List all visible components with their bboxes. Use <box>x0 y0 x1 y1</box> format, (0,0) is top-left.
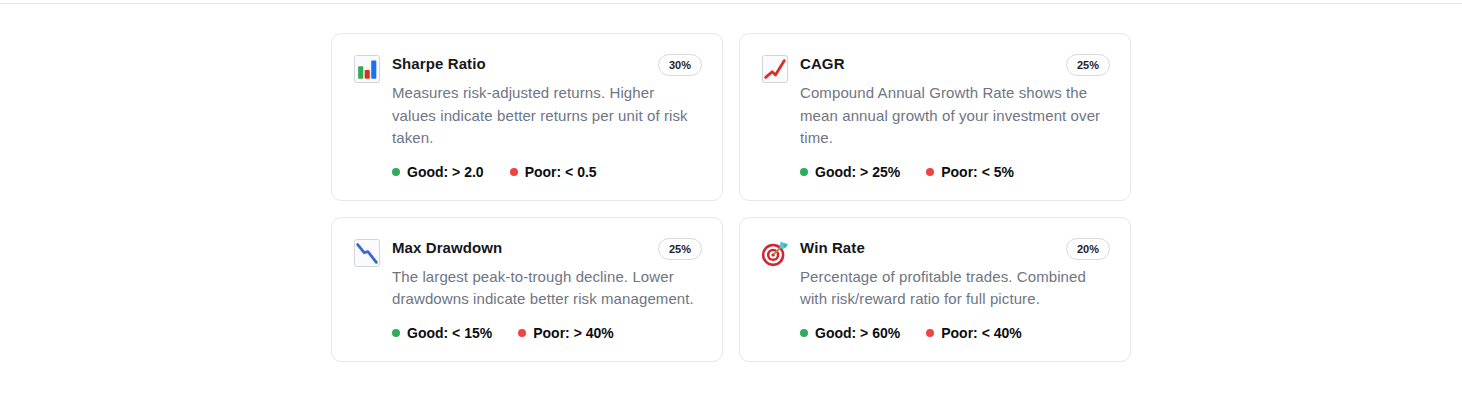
card-header: Win Rate 20% <box>800 238 1110 260</box>
thresholds-row: Good: < 15% Poor: > 40% <box>392 325 702 341</box>
good-threshold: Good: < 15% <box>392 325 492 341</box>
weight-badge: 25% <box>1066 54 1110 76</box>
good-threshold-label: Good: > 60% <box>815 325 900 341</box>
good-dot-icon <box>800 168 808 176</box>
good-dot-icon <box>392 329 400 337</box>
metric-card-win-rate: Win Rate 20% Percentage of profitable tr… <box>739 217 1131 362</box>
thresholds-row: Good: > 2.0 Poor: < 0.5 <box>392 164 702 180</box>
poor-threshold-label: Poor: > 40% <box>533 325 614 341</box>
poor-threshold: Poor: < 0.5 <box>510 164 597 180</box>
card-content: Win Rate 20% Percentage of profitable tr… <box>800 238 1110 341</box>
top-divider <box>0 3 1462 4</box>
poor-dot-icon <box>510 168 518 176</box>
good-threshold-label: Good: > 2.0 <box>407 164 484 180</box>
poor-threshold-label: Poor: < 0.5 <box>525 164 597 180</box>
weight-badge: 20% <box>1066 238 1110 260</box>
card-description: Compound Annual Growth Rate shows the me… <box>800 82 1110 150</box>
bar-chart-icon <box>352 54 382 84</box>
good-threshold-label: Good: < 15% <box>407 325 492 341</box>
card-title: Sharpe Ratio <box>392 54 486 74</box>
thresholds-row: Good: > 25% Poor: < 5% <box>800 164 1110 180</box>
thresholds-row: Good: > 60% Poor: < 40% <box>800 325 1110 341</box>
card-header: Max Drawdown 25% <box>392 238 702 260</box>
card-description: The largest peak-to-trough decline. Lowe… <box>392 266 702 311</box>
poor-threshold: Poor: > 40% <box>518 325 614 341</box>
card-header: Sharpe Ratio 30% <box>392 54 702 76</box>
good-threshold-label: Good: > 25% <box>815 164 900 180</box>
metric-card-sharpe-ratio: Sharpe Ratio 30% Measures risk-adjusted … <box>331 33 723 201</box>
card-content: CAGR 25% Compound Annual Growth Rate sho… <box>800 54 1110 180</box>
card-title: CAGR <box>800 54 845 74</box>
poor-dot-icon <box>926 329 934 337</box>
card-title: Win Rate <box>800 238 865 258</box>
card-content: Sharpe Ratio 30% Measures risk-adjusted … <box>392 54 702 180</box>
card-header: CAGR 25% <box>800 54 1110 76</box>
good-threshold: Good: > 60% <box>800 325 900 341</box>
metric-card-cagr: CAGR 25% Compound Annual Growth Rate sho… <box>739 33 1131 201</box>
weight-badge: 25% <box>658 238 702 260</box>
poor-threshold: Poor: < 40% <box>926 325 1022 341</box>
good-dot-icon <box>800 329 808 337</box>
card-title: Max Drawdown <box>392 238 502 258</box>
good-dot-icon <box>392 168 400 176</box>
card-description: Percentage of profitable trades. Combine… <box>800 266 1110 311</box>
card-description: Measures risk-adjusted returns. Higher v… <box>392 82 702 150</box>
poor-threshold-label: Poor: < 5% <box>941 164 1014 180</box>
good-threshold: Good: > 25% <box>800 164 900 180</box>
metrics-card-grid: Sharpe Ratio 30% Measures risk-adjusted … <box>331 33 1131 362</box>
poor-dot-icon <box>926 168 934 176</box>
metric-card-max-drawdown: Max Drawdown 25% The largest peak-to-tro… <box>331 217 723 362</box>
card-content: Max Drawdown 25% The largest peak-to-tro… <box>392 238 702 341</box>
good-threshold: Good: > 2.0 <box>392 164 484 180</box>
poor-threshold: Poor: < 5% <box>926 164 1014 180</box>
poor-dot-icon <box>518 329 526 337</box>
chart-increasing-icon <box>760 54 790 84</box>
chart-decreasing-icon <box>352 238 382 268</box>
poor-threshold-label: Poor: < 40% <box>941 325 1022 341</box>
weight-badge: 30% <box>658 54 702 76</box>
target-icon <box>760 238 790 268</box>
